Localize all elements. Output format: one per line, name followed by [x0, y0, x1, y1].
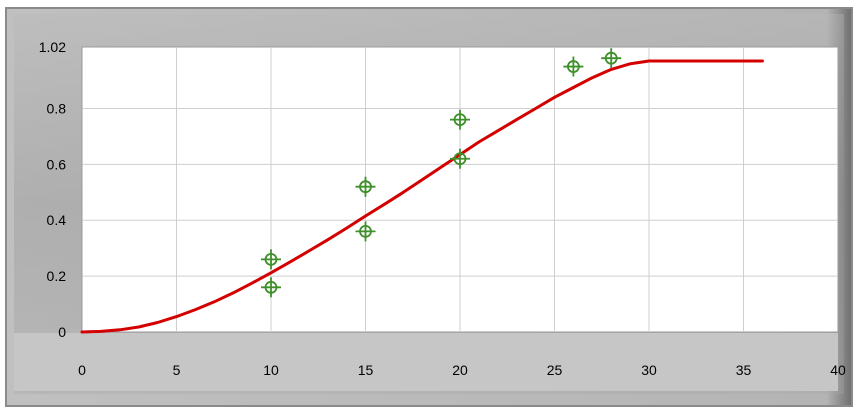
fit-curve-line — [80, 59, 764, 334]
data-point-marker — [450, 148, 470, 169]
x-tick-label: 20 — [452, 362, 468, 378]
y-tick-label: 0.4 — [47, 212, 67, 228]
x-tick-label: 15 — [358, 362, 374, 378]
axis-band — [14, 333, 838, 391]
x-tick-label: 35 — [736, 362, 752, 378]
y-axis-ticks: 0 0.2 0.4 0.6 0.8 1.02 — [39, 39, 66, 340]
data-points-layer — [261, 48, 622, 298]
fit-curve-layer — [80, 59, 764, 334]
x-tick-label: 30 — [641, 362, 657, 378]
x-tick-label: 25 — [547, 362, 563, 378]
data-point-marker — [355, 221, 376, 242]
x-axis-ticks: 0 5 10 15 20 25 30 35 40 — [78, 362, 846, 378]
y-tick-label: 0.6 — [47, 156, 67, 172]
data-point-marker — [563, 56, 584, 77]
x-tick-label: 40 — [830, 362, 846, 378]
y-tick-label: 1.02 — [39, 39, 66, 55]
data-point-marker — [261, 249, 281, 270]
y-tick-label: 0.8 — [47, 100, 67, 116]
y-tick-label: 0.2 — [47, 268, 67, 284]
data-point-marker — [450, 109, 470, 130]
x-tick-label: 5 — [173, 362, 181, 378]
data-point-marker — [355, 176, 376, 197]
data-point-marker — [601, 48, 622, 69]
x-tick-label: 0 — [78, 362, 86, 378]
data-point-marker — [261, 277, 281, 298]
x-tick-label: 10 — [263, 362, 279, 378]
y-tick-label: 0 — [58, 324, 66, 340]
